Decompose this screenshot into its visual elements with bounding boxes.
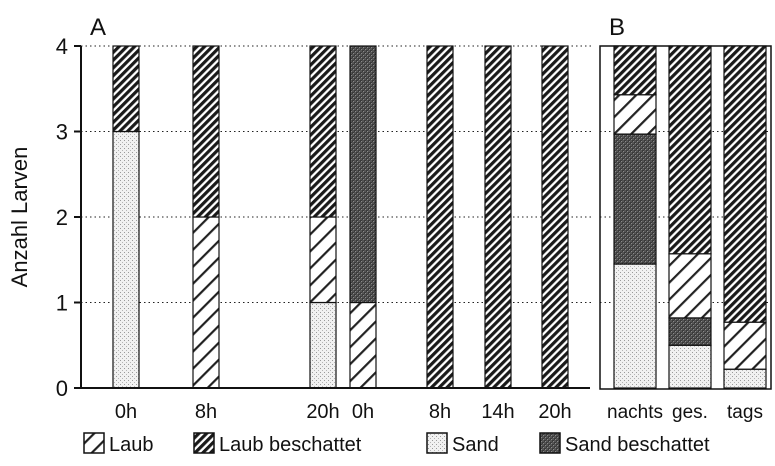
x-tick-label: ges.: [672, 402, 708, 423]
x-tick-label: 14h: [481, 401, 514, 423]
x-tick-label: tags: [727, 402, 763, 423]
bar-segment: [112, 45, 140, 133]
y-tick-label: 1: [56, 291, 68, 316]
bar-segment: [668, 45, 712, 255]
y-tick-label: 2: [56, 205, 68, 230]
x-tick-label: 20h: [538, 401, 571, 423]
legend-swatch: [426, 432, 448, 454]
y-axis-ticks: 0 1 2 3 4: [56, 34, 81, 401]
legend-label: Laub beschattet: [219, 434, 362, 456]
x-tick-label: 0h: [352, 401, 374, 423]
panel-a: 0 1 2 3 4 0h 8h 20h 0h 8h 14h 20h A Anzahl Larven: [7, 14, 592, 423]
bar-segment: [613, 45, 657, 96]
x-axis-labels-a: 0h 8h 20h 0h 8h 14h 20h: [115, 401, 572, 423]
x-tick-label: 8h: [195, 401, 217, 423]
bar-segment: [309, 216, 337, 304]
bar-segment: [112, 130, 140, 389]
panel-b: nachts ges. tags B: [599, 14, 772, 423]
bars-b: [613, 45, 767, 389]
legend-label: Sand: [452, 434, 499, 456]
bar-segment: [541, 45, 569, 389]
bar-segment: [349, 45, 377, 304]
panel-label-a: A: [90, 14, 106, 41]
y-tick-label: 0: [56, 376, 68, 401]
bar-segment: [192, 45, 220, 218]
legend-label: Laub: [109, 434, 154, 456]
bar-segment: [426, 45, 454, 389]
bar-segment: [613, 263, 657, 389]
bar-segment: [309, 301, 337, 389]
legend-swatch: [539, 432, 561, 454]
bar-segment: [192, 216, 220, 389]
legend: Laub Laub beschattet Sand Sand beschattet: [83, 432, 710, 456]
x-tick-label: nachts: [607, 402, 663, 423]
y-tick-label: 3: [56, 120, 68, 145]
bars-a: [112, 45, 569, 389]
bar-segment: [723, 45, 767, 323]
legend-swatch: [193, 432, 215, 454]
bar-segment: [668, 344, 712, 389]
y-tick-label: 4: [56, 34, 68, 59]
x-tick-label: 20h: [306, 401, 339, 423]
bar-segment: [668, 317, 712, 346]
legend-swatch: [83, 432, 105, 454]
bar-segment: [723, 321, 767, 370]
legend-label: Sand beschattet: [565, 434, 710, 456]
x-tick-label: 8h: [429, 401, 451, 423]
bar-segment: [484, 45, 512, 389]
bar-segment: [349, 301, 377, 389]
bar-segment: [309, 45, 337, 218]
bar-segment: [723, 368, 767, 389]
panel-label-b: B: [609, 14, 625, 41]
x-axis-labels-b: nachts ges. tags: [607, 402, 763, 423]
bar-segment: [613, 133, 657, 265]
bar-segment: [613, 94, 657, 135]
x-tick-label: 0h: [115, 401, 137, 423]
y-axis-title: Anzahl Larven: [7, 147, 32, 288]
bar-segment: [668, 253, 712, 319]
